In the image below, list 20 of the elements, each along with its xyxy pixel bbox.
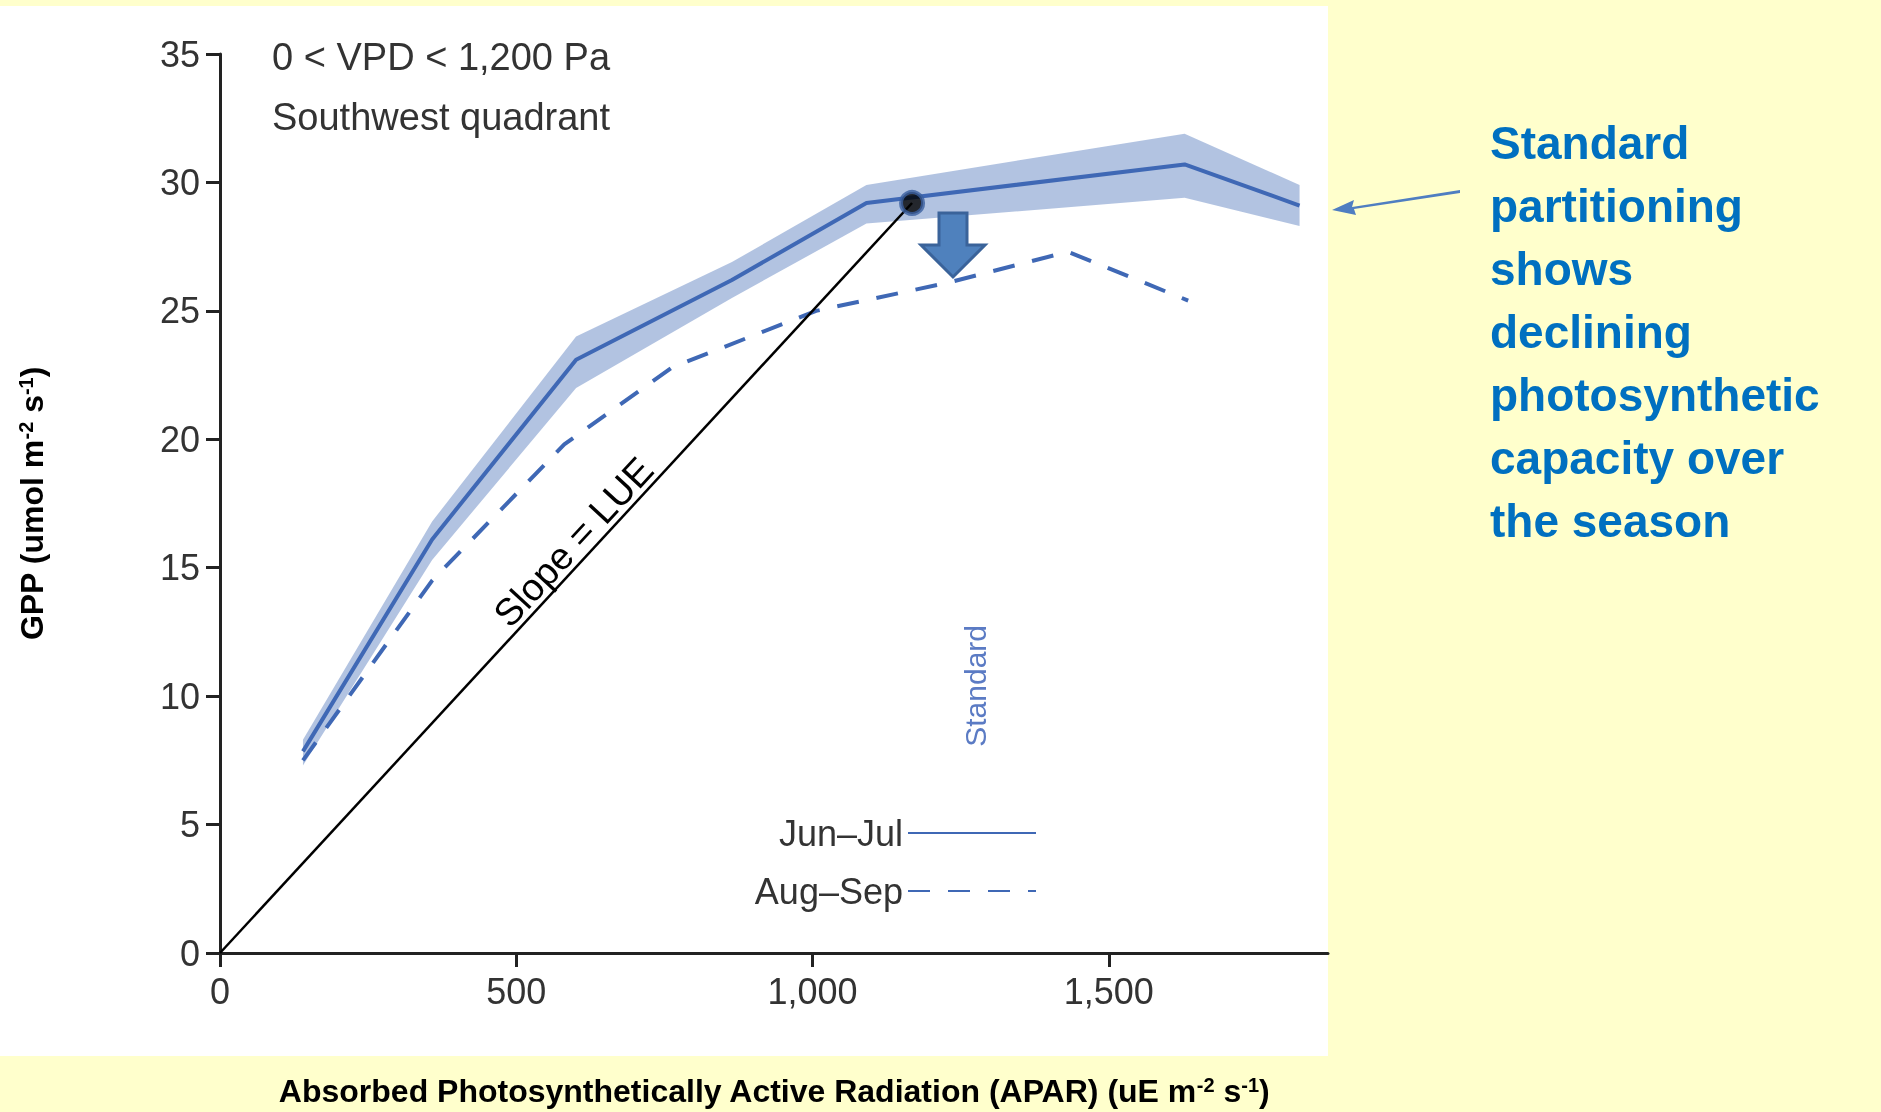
text: Standard partitioning shows declining photosynthetic capacity over the season: [1490, 116, 1821, 549]
x-tick-label: 500: [486, 970, 547, 1012]
legend-label: Jun–Jul: [778, 812, 903, 854]
y-tick-label: 0: [179, 932, 200, 974]
y-tick-label: 30: [159, 161, 200, 203]
y-axis-title: GPP (umol m-2 s-1): [14, 366, 50, 641]
x-tick-label: 0: [209, 970, 231, 1012]
y-tick-label: 25: [159, 290, 200, 332]
y-tick-label: 10: [159, 675, 200, 717]
x-tick-label: 1,000: [767, 970, 858, 1012]
legend-title: Standard: [958, 624, 992, 747]
x-tick-label: 1,500: [1063, 970, 1154, 1012]
legend-label: Aug–Sep: [754, 870, 903, 912]
line-series: [300, 249, 1191, 763]
annotation: 0 < VPD < 1,200 Pa: [272, 36, 611, 78]
y-tick-label: 15: [159, 547, 200, 589]
annotation: Southwest quadrant: [272, 96, 611, 138]
y-tick-label: 5: [179, 804, 200, 846]
y-tick-label: 20: [159, 418, 200, 460]
y-tick-label: 35: [159, 33, 200, 75]
